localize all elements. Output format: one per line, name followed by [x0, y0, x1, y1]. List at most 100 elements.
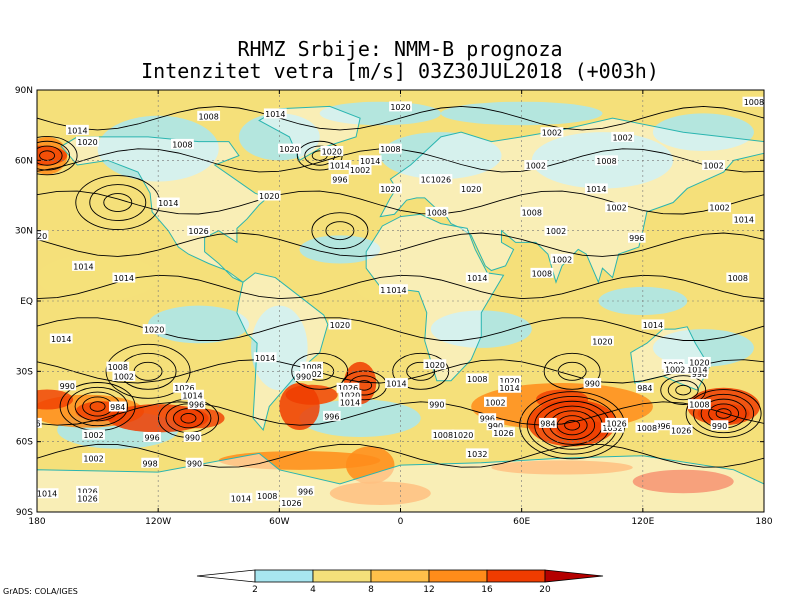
isobar-label: 1008 [744, 98, 764, 107]
isobar-label: 1002 [542, 129, 562, 138]
isobar-label: 1014 [360, 157, 380, 166]
isobar-label: 1014 [386, 380, 406, 389]
isobar-label: 1026 [493, 429, 513, 438]
isobar-label-box [181, 389, 204, 400]
isobar-label-box [76, 485, 99, 496]
isobar-label-box [187, 399, 206, 410]
map-subtitle: Intenzitet vetra [m/s] 03Z30JUL2018 (+00… [141, 59, 659, 83]
isobar-label-box [331, 174, 349, 185]
isobar-label-box [338, 389, 362, 400]
isobar-label-box [255, 490, 279, 501]
isobar-label-box [451, 429, 475, 440]
isobar-label: 1008 [637, 424, 657, 433]
isobar-label-box [112, 371, 136, 382]
isobar-label-box [106, 361, 130, 372]
colorbar-segment [544, 569, 604, 583]
isobar-label: 1032 [602, 424, 622, 433]
isobar-label: 1008 [380, 145, 400, 154]
isobar-ring [406, 361, 436, 381]
isobar-label: 1008 [522, 208, 542, 217]
isobar-label-box [183, 431, 202, 442]
latitude-ticks: 90N 60N 30N EQ 30S 60S 90S [15, 86, 764, 518]
isobar-label-box [423, 359, 447, 370]
isobar-label-box [37, 417, 42, 428]
isobar-label-box [82, 429, 105, 440]
isobar-label-box [550, 253, 574, 264]
isobar-label: 1020 [499, 377, 519, 386]
isobar-label: 1014 [73, 262, 93, 271]
colorbar-label: 16 [481, 585, 493, 595]
isobar-ring [37, 136, 78, 176]
isobar-label: 1014 [330, 162, 350, 171]
isobar-label-box [229, 492, 253, 503]
isobar-label-box [296, 485, 315, 496]
isobar-label-box [323, 410, 341, 421]
isobar-label-box [429, 174, 453, 185]
isobar-label-box [605, 417, 628, 428]
isobar-label-box [185, 457, 204, 468]
isobar-ring [667, 380, 699, 401]
isobar-label: 1008 [433, 431, 453, 440]
isobar-ring [543, 352, 601, 390]
isobar-label: 1008 [427, 208, 447, 217]
isobar-label-box [627, 232, 646, 243]
colorbar: 2 4 8 12 16 20 [196, 569, 604, 595]
isobar-label: 1020 [322, 147, 342, 156]
isobar-label: 996 [25, 419, 40, 428]
landmass-outline [236, 272, 329, 431]
isobar-label: 990 [585, 380, 600, 389]
isobar-label: 1014 [467, 274, 487, 283]
lon-tick-label: 180 [28, 517, 45, 527]
isobar-ring [693, 393, 755, 434]
lon-tick-label: 120W [145, 517, 171, 527]
isobar-ring [675, 384, 692, 396]
isobar-label-box [65, 124, 89, 135]
isobar-label-box [702, 160, 725, 171]
isobar-label: 1008 [596, 157, 616, 166]
wind-speed-patch [652, 329, 754, 367]
isobar-label: 1026 [77, 494, 97, 503]
colorbar-label: 4 [310, 585, 316, 595]
isobar-label-box [141, 457, 159, 468]
isobar-label-box [280, 497, 303, 508]
isobar-label-box [328, 319, 352, 330]
isobar-label: 990 [429, 401, 444, 410]
isobar-label: 996 [324, 412, 339, 421]
isobar-label: 1020 [425, 361, 445, 370]
isobar-label: 1026 [431, 176, 451, 185]
isobar-label-box [595, 155, 618, 166]
isobar-label-box [300, 361, 324, 372]
isobar-label: 1014 [158, 199, 178, 208]
colorbar-segment [254, 569, 314, 583]
isobar-label: 1026 [77, 487, 97, 496]
isobar-label-box [112, 272, 136, 283]
isobar-label-box [732, 213, 756, 224]
isobar-label-box [663, 363, 687, 374]
lon-tick-label: 120E [631, 517, 654, 527]
isobar-label: 996 [144, 433, 159, 442]
isobar-label-box [294, 371, 313, 382]
colorbar-label: 8 [368, 585, 374, 595]
wind-speed-patch [345, 446, 395, 484]
isobar-label: 1014 [231, 494, 251, 503]
isobar-label-box [428, 399, 446, 410]
isobar-label-box [76, 492, 99, 503]
isobar-label-box [389, 101, 412, 112]
isobar-label-box [336, 382, 360, 393]
wind-speed-patch [251, 305, 308, 391]
isobar-ring [67, 386, 129, 427]
lat-tick-label: EQ [20, 297, 33, 307]
isobar-ring [105, 343, 191, 399]
isobar-label: 1002 [114, 373, 134, 382]
isobar-label-box [584, 183, 608, 194]
isobar-line [37, 443, 764, 468]
wind-speed-core [37, 389, 74, 410]
longitude-ticks: 180 120W 60W 0 60E 120E 180 [28, 90, 773, 527]
isobar-label-box [171, 138, 194, 149]
isobar-label: 1014 [734, 215, 754, 224]
isobar-label-box [685, 363, 709, 374]
isobar-label-box [143, 431, 161, 442]
isobar-ring [180, 412, 197, 424]
